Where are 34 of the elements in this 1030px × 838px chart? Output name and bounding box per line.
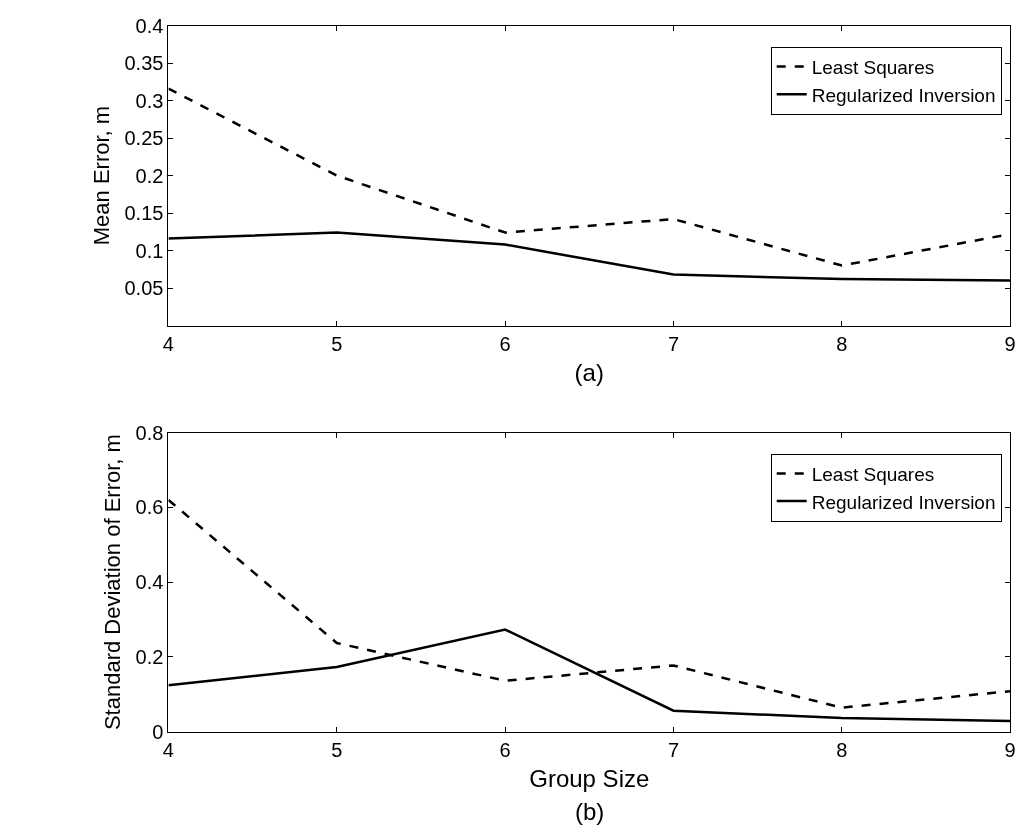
y-tick-label: 0.4 [135,14,164,37]
y-tick-label: 0.2 [135,164,164,187]
x-axis-title: (a) [574,358,604,386]
y-tick-label: 0.2 [135,645,164,668]
y-tick-label: 0.4 [135,571,164,594]
x-tick-label: 6 [499,332,511,355]
y-axis-title: Standard Deviation of Error, m [100,434,126,731]
y-tick-label: 0.15 [124,202,164,225]
y-tick-label: 0.6 [135,496,164,519]
legend-label: Regularized Inversion [811,84,996,106]
x-tick-label: 7 [667,738,680,761]
legend-label: Regularized Inversion [811,491,996,513]
y-tick-label: 0 [152,720,164,743]
x-axis-title: Group Size [529,764,650,792]
x-tick-label: 7 [667,332,680,355]
y-axis-title: Mean Error, m [89,105,115,246]
y-tick-label: 0.05 [124,277,164,300]
y-tick-label: 0.1 [135,239,164,262]
y-tick-label: 0.25 [124,127,164,150]
legend-label: Least Squares [811,463,935,485]
x-tick-label: 5 [331,332,343,355]
x-tick-label: 5 [331,738,343,761]
y-tick-label: 0.3 [135,89,164,112]
x-tick-label: 4 [162,332,174,355]
x-tick-label: 9 [1004,738,1016,761]
x-tick-label: 8 [836,332,848,355]
x-tick-label: 8 [836,738,848,761]
y-tick-label: 0.35 [124,52,164,75]
legend-label: Least Squares [811,56,935,78]
x-tick-label: 9 [1004,332,1016,355]
y-tick-label: 0.8 [135,421,164,444]
x-tick-label: 6 [499,738,511,761]
text: (b) [575,798,605,825]
x-tick-label: 4 [162,738,174,761]
